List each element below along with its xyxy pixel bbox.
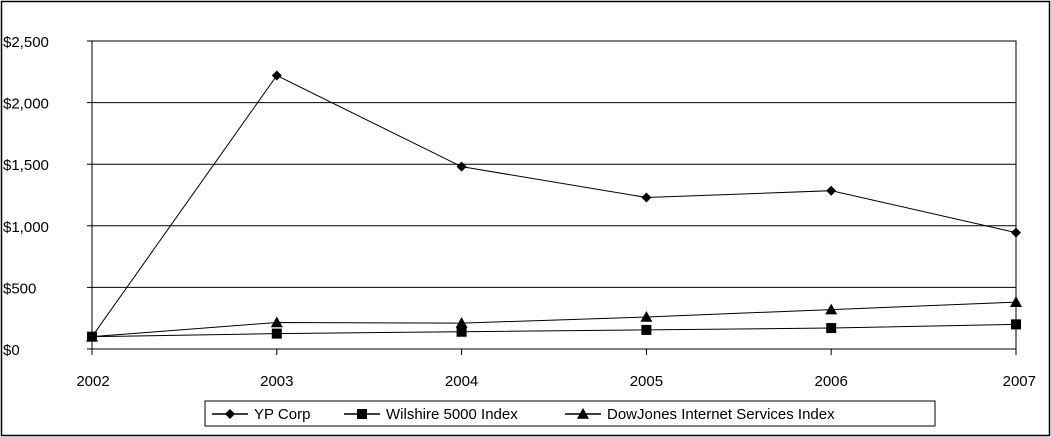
data-point-triangle bbox=[270, 316, 283, 328]
gridlines bbox=[92, 40, 1016, 288]
legend-marker-square bbox=[357, 409, 367, 419]
data-point-triangle bbox=[86, 330, 98, 342]
x-tick-label: 2002 bbox=[76, 373, 109, 390]
data-point-triangle bbox=[455, 317, 468, 328]
x-tick-label: 2006 bbox=[815, 373, 848, 390]
x-tick-label: 2003 bbox=[260, 373, 293, 390]
series-diamond bbox=[87, 70, 1021, 342]
x-tick-label: 2005 bbox=[630, 373, 663, 390]
legend-entry: DowJones Internet Services Index bbox=[565, 406, 835, 423]
data-point-diamond bbox=[456, 161, 467, 172]
legend-entry: YP Corp bbox=[212, 406, 310, 423]
data-point-square bbox=[1011, 319, 1021, 330]
series bbox=[86, 70, 1022, 342]
y-tick-label: $2,500 bbox=[3, 34, 49, 51]
data-point-triangle bbox=[825, 303, 838, 315]
legend-marker-triangle bbox=[577, 408, 589, 419]
y-tick-label: $2,000 bbox=[3, 96, 49, 113]
legend-marker-diamond bbox=[225, 409, 235, 419]
y-tick-label: $1,500 bbox=[3, 157, 49, 174]
data-point-square bbox=[641, 324, 652, 335]
data-point-square bbox=[826, 323, 837, 334]
x-tick-label: 2007 bbox=[1003, 373, 1036, 390]
series-line bbox=[91, 323, 1017, 338]
legend-label: Wilshire 5000 Index bbox=[386, 406, 518, 423]
y-tick-label: $1,000 bbox=[3, 219, 49, 236]
data-point-diamond bbox=[271, 70, 282, 81]
x-axis-tick-labels: 2002 2003 2004 2005 2006 2007 bbox=[76, 373, 1036, 390]
data-point-diamond bbox=[1011, 227, 1021, 238]
y-tick-label: $500 bbox=[3, 280, 36, 297]
data-point-diamond bbox=[826, 185, 837, 196]
data-point-square bbox=[271, 328, 282, 339]
data-point-triangle bbox=[1010, 296, 1022, 307]
y-axis-tick-labels: $0 $500 $1,000 $1,500 $2,000 $2,500 bbox=[3, 34, 49, 359]
series-line bbox=[91, 74, 1017, 337]
series-line bbox=[91, 301, 1017, 338]
data-point-triangle bbox=[640, 310, 653, 322]
plot-area bbox=[91, 40, 1017, 350]
legend-label: DowJones Internet Services Index bbox=[607, 406, 835, 423]
legend: YP Corp Wilshire 5000 Index DowJones Inter… bbox=[204, 400, 936, 427]
axes bbox=[87, 40, 1017, 355]
legend-label: YP Corp bbox=[254, 406, 310, 423]
legend-entry: Wilshire 5000 Index bbox=[344, 406, 518, 423]
data-point-square bbox=[456, 326, 467, 337]
y-tick-label: $0 bbox=[3, 342, 20, 359]
x-tick-label: 2004 bbox=[445, 373, 478, 390]
series-triangle bbox=[86, 296, 1022, 342]
data-point-diamond bbox=[641, 192, 652, 203]
